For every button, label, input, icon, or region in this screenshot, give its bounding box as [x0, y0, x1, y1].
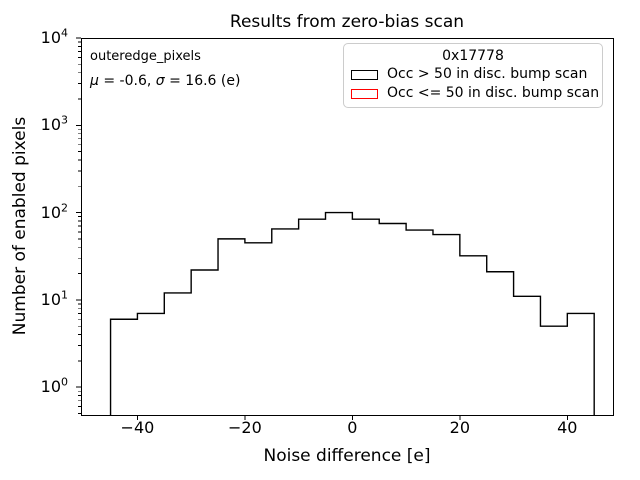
- mu-value: = -0.6,: [98, 73, 156, 89]
- x-tick-label: −20: [228, 418, 262, 437]
- y-tick-label: 102: [40, 201, 68, 222]
- y-tick-label: 101: [40, 288, 68, 309]
- histogram-step-outline: [109, 211, 595, 415]
- legend-entry: Occ > 50 in disc. bump scan: [344, 65, 602, 84]
- x-tick-label: 20: [449, 418, 471, 437]
- annotation-dataset-name: outeredge_pixels: [90, 49, 201, 64]
- x-tick-label: 40: [557, 418, 578, 437]
- x-tick-label: 0: [347, 418, 358, 437]
- y-tick-label: 104: [40, 26, 68, 47]
- x-axis-label: Noise difference [e]: [263, 446, 431, 466]
- legend-title: 0x17778: [442, 48, 504, 64]
- sigma-symbol: σ: [155, 73, 165, 89]
- legend-entry: Occ <= 50 in disc. bump scan: [344, 84, 602, 103]
- legend-swatch-occ-le-50: [351, 88, 378, 99]
- y-tick-label: 100: [40, 375, 68, 397]
- sigma-value: = 16.6 (e): [164, 73, 241, 89]
- plot-area-border: [81, 38, 614, 416]
- legend: 0x17778 Occ > 50 in disc. bump scan Occ …: [343, 43, 603, 108]
- legend-entry-label: Occ <= 50 in disc. bump scan: [387, 85, 600, 101]
- legend-swatch-occ-gt-50: [351, 69, 378, 80]
- y-tick-label: 103: [40, 113, 68, 135]
- annotation-stats: μ = -0.6, σ = 16.6 (e): [90, 74, 240, 89]
- mu-symbol: μ: [90, 73, 99, 89]
- legend-entry-label: Occ > 50 in disc. bump scan: [387, 66, 588, 82]
- x-tick-label: −40: [120, 418, 155, 437]
- chart-title: Results from zero-bias scan: [229, 12, 465, 32]
